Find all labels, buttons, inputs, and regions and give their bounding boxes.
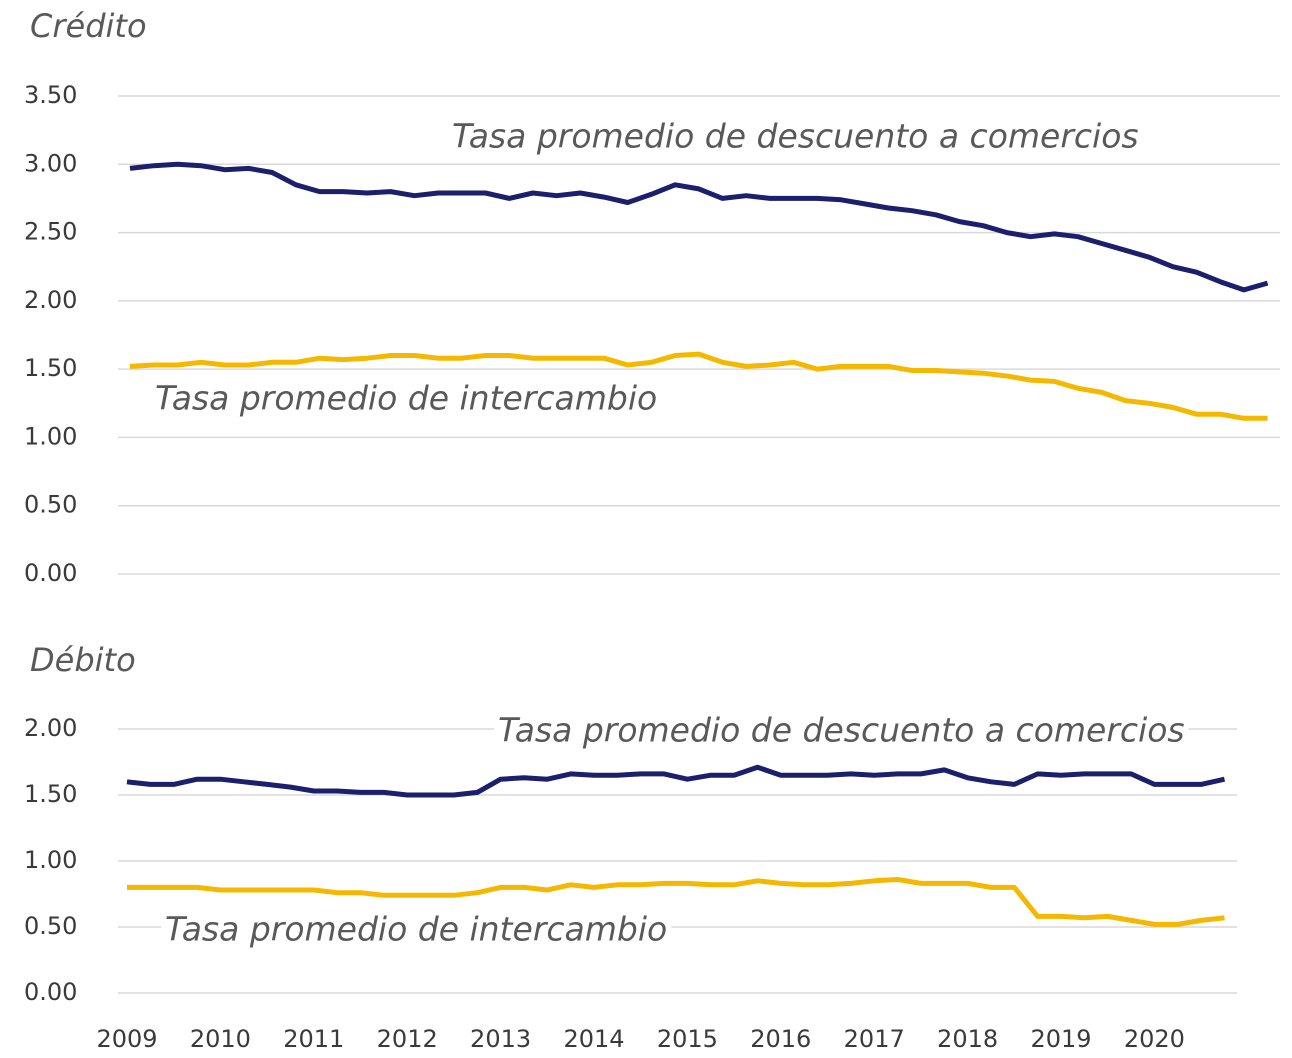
- y-tick-label: 1.50: [24, 354, 77, 382]
- annotation-bg: [494, 710, 1189, 750]
- y-tick-label: 2.50: [24, 218, 77, 246]
- x-tick-label: 2018: [937, 1025, 998, 1053]
- y-tick-label: 0.50: [24, 912, 77, 940]
- x-tick-label: 2010: [190, 1025, 251, 1053]
- x-tick-label: 2020: [1124, 1025, 1185, 1053]
- annotation: Tasa promedio de intercambio: [155, 379, 657, 418]
- annotation: Tasa promedio de descuento a comercios: [452, 117, 1139, 156]
- y-tick-label: 0.50: [24, 491, 77, 519]
- chart-title: Débito: [30, 641, 136, 679]
- x-tick-label: 2015: [657, 1025, 718, 1053]
- series-line: [127, 877, 1225, 927]
- x-tick-label: 2011: [283, 1025, 344, 1053]
- y-tick-label: 1.50: [24, 780, 77, 808]
- x-tick-label: 2017: [844, 1025, 905, 1053]
- x-tick-label: 2019: [1030, 1025, 1091, 1053]
- y-tick-label: 1.00: [24, 422, 77, 450]
- series-line: [126, 764, 1226, 798]
- y-tick-label: 1.00: [24, 846, 77, 874]
- y-tick-label: 0.00: [24, 978, 77, 1006]
- y-tick-label: 3.50: [24, 81, 77, 109]
- y-tick-label: 3.00: [24, 149, 77, 177]
- series-line: [129, 351, 1268, 421]
- annotation-bg: [161, 909, 672, 949]
- x-tick-label: 2016: [750, 1025, 811, 1053]
- x-tick-label: 2013: [470, 1025, 531, 1053]
- series-line: [129, 161, 1269, 293]
- x-tick-label: 2014: [563, 1025, 624, 1053]
- y-tick-label: 2.00: [24, 714, 77, 742]
- x-tick-label: 2009: [96, 1025, 157, 1053]
- x-tick-label: 2012: [377, 1025, 438, 1053]
- y-tick-label: 0.00: [24, 559, 77, 587]
- annotation: Tasa promedio de intercambio: [165, 910, 667, 949]
- chart-title: Crédito: [30, 7, 147, 45]
- y-tick-label: 2.00: [24, 286, 77, 314]
- annotation: Tasa promedio de descuento a comercios: [498, 711, 1185, 750]
